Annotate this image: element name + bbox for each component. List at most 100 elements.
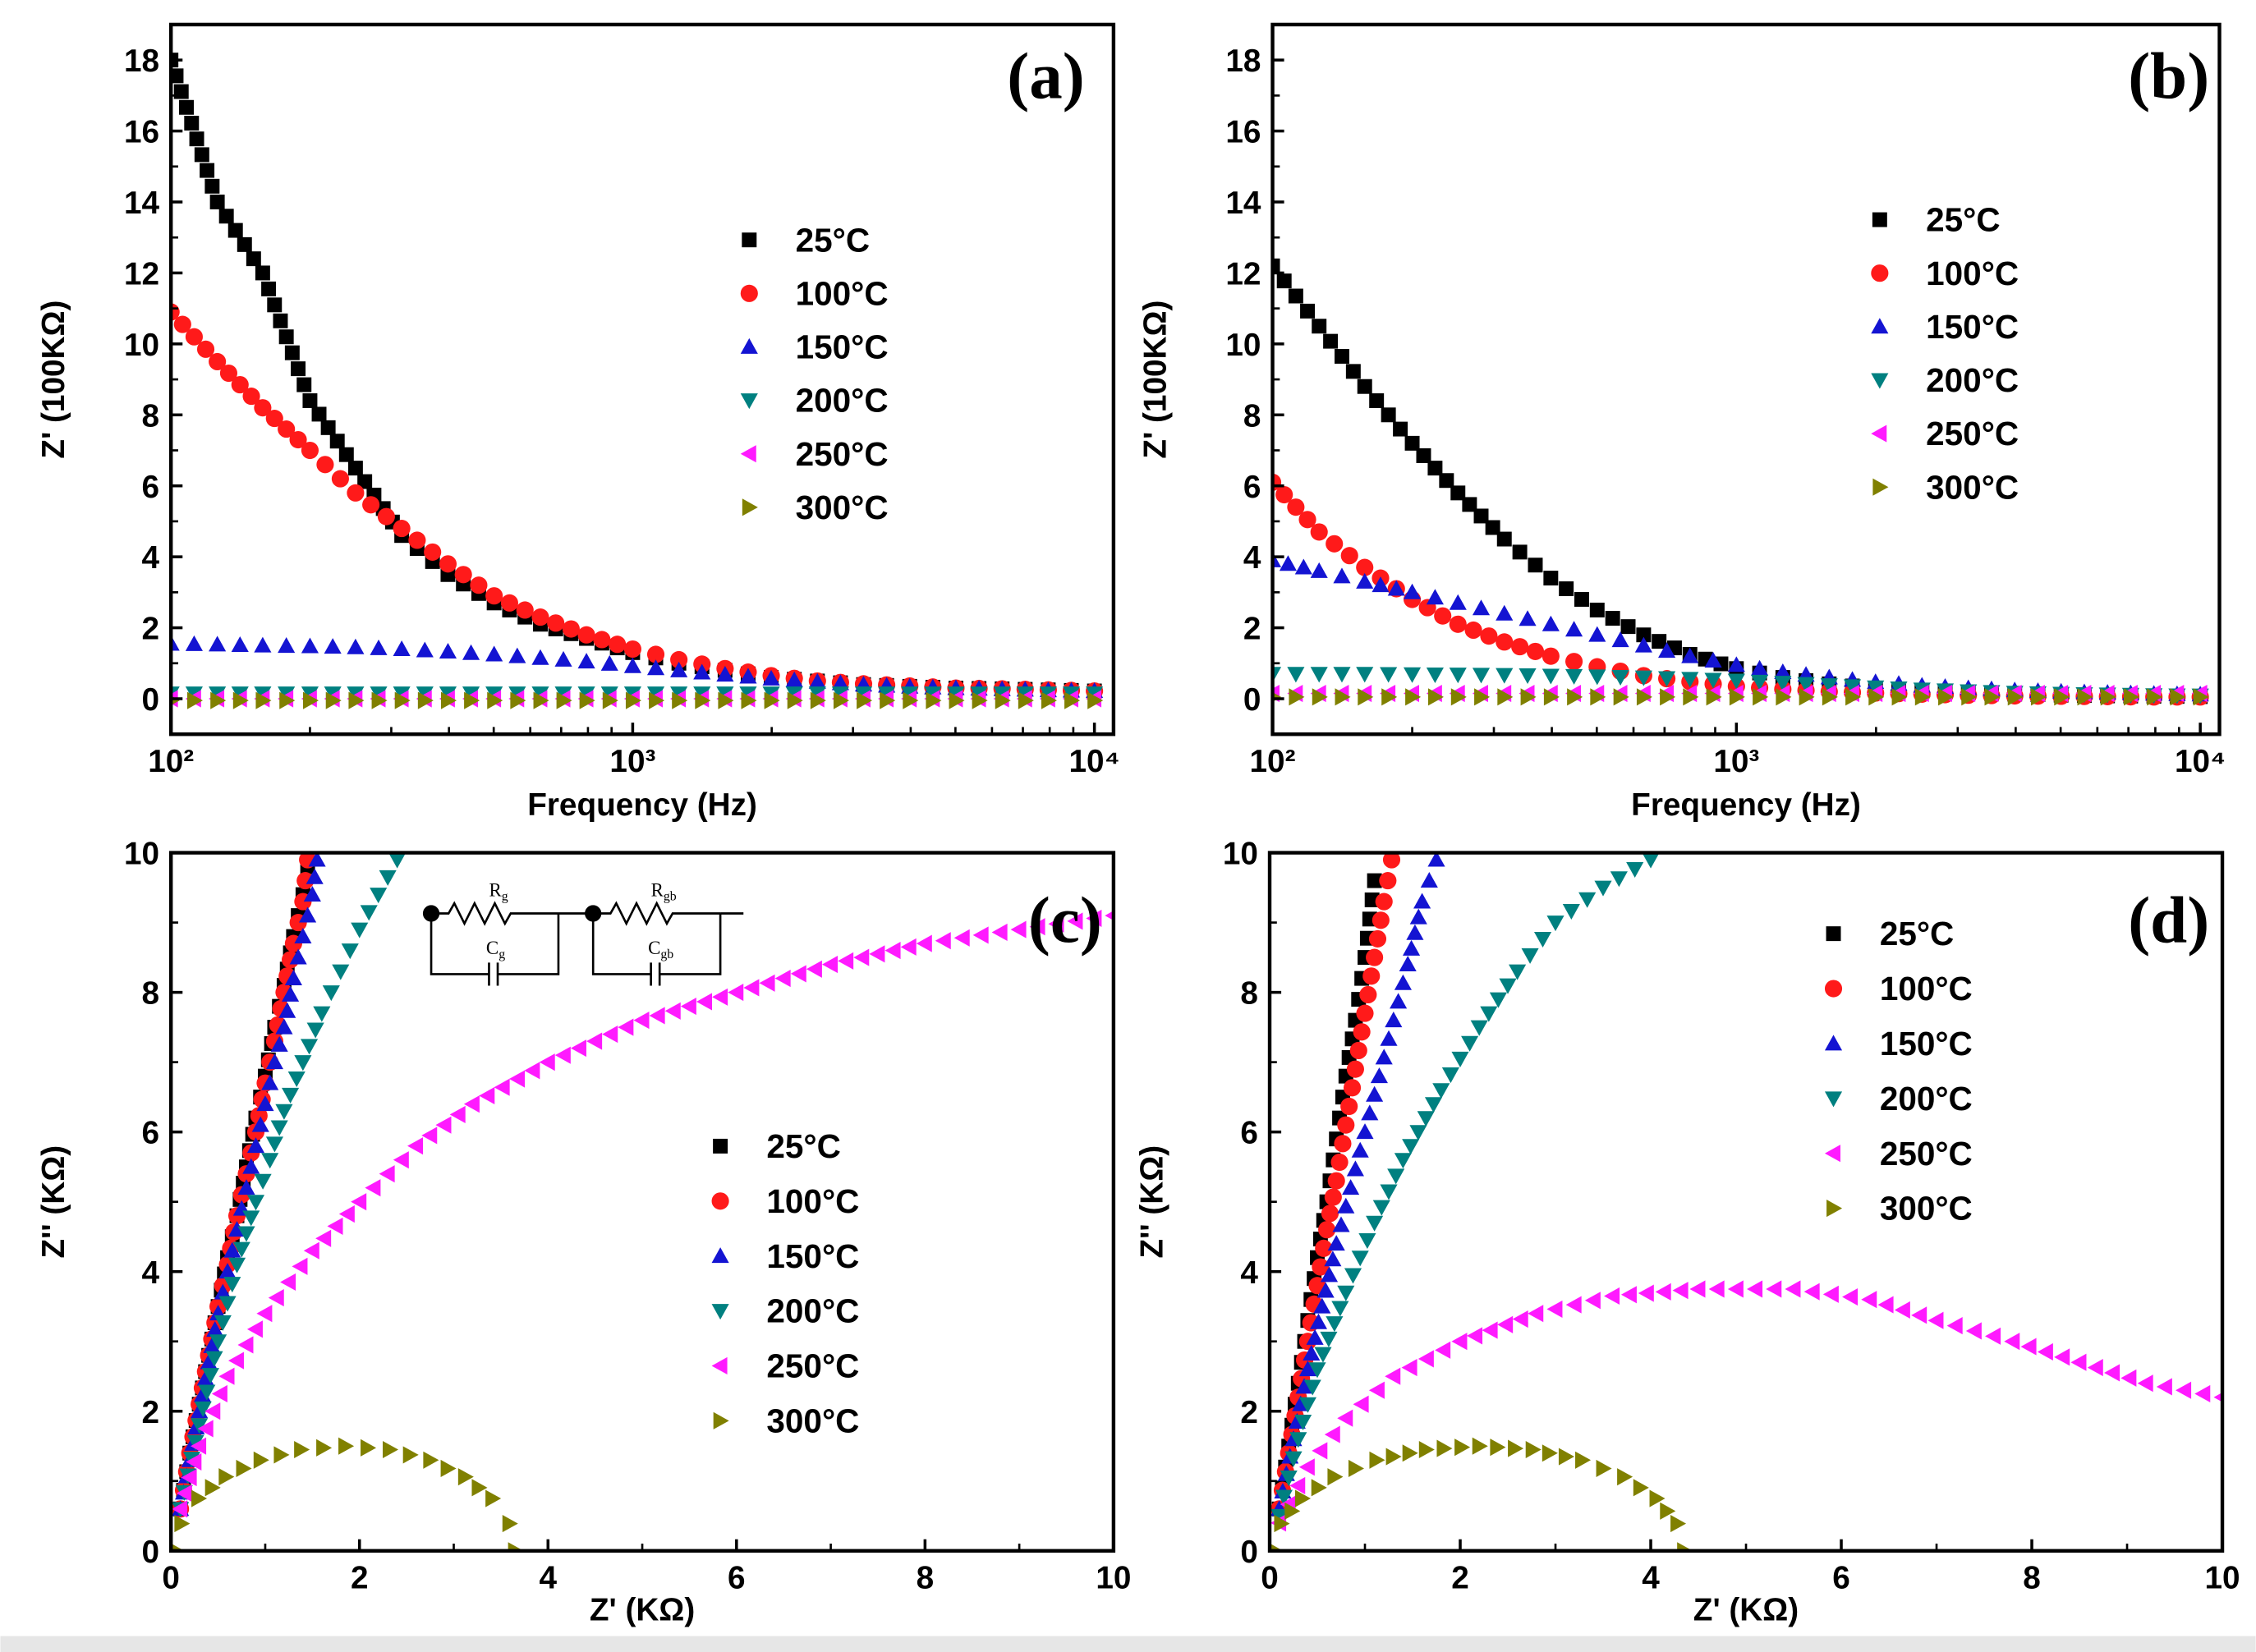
data-point	[1519, 610, 1537, 626]
data-point	[270, 1035, 288, 1052]
data-point	[209, 352, 227, 371]
legend-label: 250°C	[1880, 1135, 1973, 1172]
data-point	[1677, 1542, 1693, 1551]
data-point	[693, 663, 711, 680]
y-tick-label: 6	[1240, 1116, 1258, 1151]
data-point	[357, 474, 373, 489]
data-point	[1470, 1020, 1488, 1036]
data-point	[332, 964, 350, 980]
data-point	[227, 223, 243, 238]
data-point	[246, 1320, 263, 1338]
data-point	[1634, 670, 1652, 686]
data-point	[231, 375, 249, 394]
data-point	[1294, 1415, 1312, 1431]
series-200c	[1270, 852, 1660, 1525]
data-point	[1401, 1359, 1417, 1377]
panel-label: (a)	[1007, 39, 1084, 113]
data-point	[787, 691, 803, 709]
x-tick-label: 2	[1451, 1561, 1469, 1596]
data-point	[1416, 448, 1431, 463]
data-point	[301, 441, 319, 460]
data-point	[485, 1489, 502, 1507]
series-300c	[171, 1437, 524, 1551]
data-point	[1361, 1104, 1379, 1121]
data-point	[2104, 1364, 2120, 1382]
data-point	[1590, 688, 1606, 706]
data-point	[462, 644, 480, 660]
y-axis-label: Z'' (KΩ)	[1135, 1145, 1170, 1259]
series-300c	[171, 691, 1104, 709]
data-point	[1362, 967, 1381, 985]
data-point	[278, 329, 294, 345]
data-point	[1312, 688, 1328, 706]
data-point	[347, 638, 365, 654]
data-point	[322, 985, 340, 1002]
data-point	[1435, 1341, 1451, 1359]
data-point	[265, 1136, 284, 1153]
data-point	[1565, 1296, 1582, 1314]
data-point	[1340, 1097, 1358, 1116]
data-point	[211, 1384, 227, 1403]
data-point	[1402, 939, 1421, 956]
data-point	[1620, 1286, 1637, 1304]
data-point	[1660, 688, 1676, 706]
data-point	[1877, 1296, 1894, 1314]
series-200c	[172, 852, 407, 1518]
data-point	[869, 945, 885, 963]
data-point	[1454, 1439, 1471, 1457]
data-point	[670, 661, 688, 677]
x-axis-label: Z' (KΩ)	[590, 1592, 695, 1627]
data-point	[1525, 1440, 1542, 1459]
x-tick-label: 4	[540, 1561, 558, 1596]
legend-marker-circle-icon	[740, 284, 758, 302]
series-25c	[171, 53, 1102, 699]
legend-marker-circle-icon	[1824, 980, 1843, 998]
data-point	[1357, 379, 1372, 394]
data-point	[242, 388, 260, 406]
data-point	[246, 251, 261, 267]
data-point	[194, 1401, 212, 1417]
x-tick-label: 0	[162, 1561, 180, 1596]
data-point	[1356, 667, 1374, 683]
series-300c	[1270, 1437, 1693, 1551]
data-point	[223, 1241, 241, 1258]
legend-label: 150°C	[796, 328, 889, 366]
data-point	[1404, 435, 1420, 451]
data-point	[1449, 615, 1467, 633]
x-axis-label: Frequency (Hz)	[1631, 787, 1861, 823]
data-point	[1464, 621, 1482, 640]
data-point	[1766, 1280, 1782, 1298]
data-point	[204, 1479, 221, 1497]
data-point	[1029, 918, 1045, 936]
data-point	[916, 934, 932, 952]
legend-marker-triangle-up-icon	[740, 337, 758, 354]
data-point	[1308, 1362, 1326, 1379]
data-point	[1358, 1232, 1376, 1249]
data-point	[1300, 303, 1316, 319]
data-point	[533, 691, 549, 709]
data-point	[623, 657, 641, 673]
data-point	[972, 691, 988, 709]
data-point	[1620, 619, 1636, 635]
y-tick-label: 8	[142, 398, 160, 434]
data-point	[1436, 1439, 1453, 1457]
data-point	[173, 84, 189, 99]
data-point	[315, 1229, 332, 1247]
data-point	[649, 691, 665, 709]
data-point	[289, 430, 307, 449]
data-point	[218, 1263, 237, 1279]
data-point	[593, 631, 611, 649]
data-point	[1272, 258, 1280, 273]
data-point	[254, 636, 272, 653]
data-point	[393, 1151, 409, 1169]
data-point	[1399, 956, 1417, 972]
data-point	[1289, 1432, 1307, 1448]
data-point	[1520, 688, 1537, 706]
data-point	[1369, 393, 1385, 408]
data-point	[2087, 1359, 2103, 1377]
data-point	[370, 888, 388, 904]
data-point	[972, 926, 989, 944]
data-point	[351, 922, 369, 938]
data-point	[1558, 1448, 1574, 1466]
data-point	[1565, 653, 1583, 671]
